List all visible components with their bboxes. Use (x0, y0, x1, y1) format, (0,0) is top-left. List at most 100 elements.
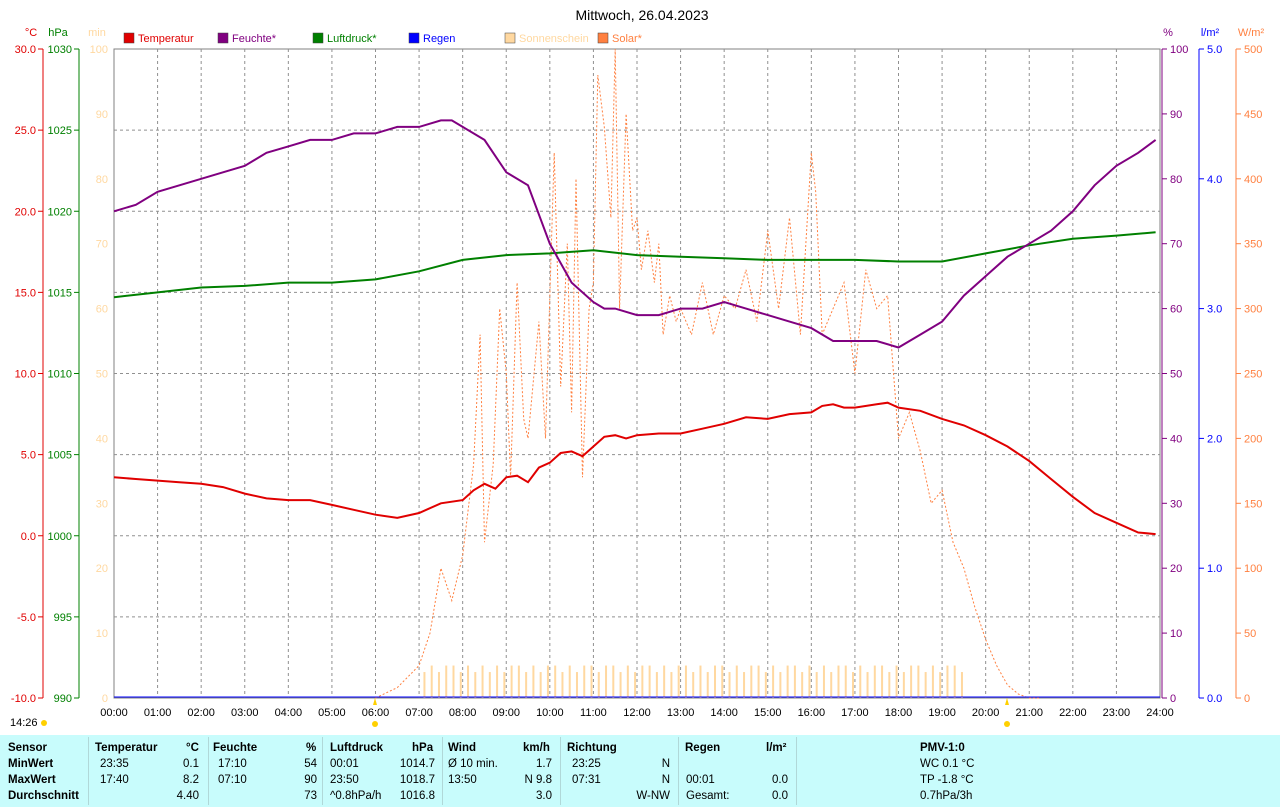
current-time-dot (41, 720, 47, 726)
stats-divider (796, 737, 797, 805)
sunshine-bar (895, 665, 898, 698)
sunshine-bar (561, 672, 564, 698)
stats-header-temp-unit: °C (186, 742, 199, 754)
sunshine-bar (648, 665, 651, 698)
sunshine-bar (467, 665, 470, 698)
x-tick-label: 19:00 (928, 707, 956, 719)
stats-cell-feuchte-val: 90 (304, 774, 317, 786)
rain-tick-label: 1.0 (1207, 563, 1222, 575)
humidity-tick-label: 50 (1170, 369, 1182, 381)
sunshine-bar (757, 665, 760, 698)
stats-divider (88, 737, 89, 805)
x-tick-label: 12:00 (623, 707, 651, 719)
sunshine-bar (721, 665, 724, 698)
sunshine-tick-label: 70 (96, 239, 108, 251)
sunshine-bar (881, 665, 884, 698)
sunshine-bar (931, 665, 934, 698)
sunshine-bar (474, 672, 477, 698)
x-tick-label: 21:00 (1015, 707, 1043, 719)
solar-tick-label: 50 (1244, 628, 1256, 640)
stats-header-luftdruck: Luftdruck (330, 742, 384, 754)
x-tick-label: 23:00 (1103, 707, 1131, 719)
sunshine-bar (488, 672, 491, 698)
x-tick-label: 17:00 (841, 707, 869, 719)
stats-cell-label: MaxWert (8, 774, 56, 786)
legend-swatch (504, 32, 516, 44)
sunshine-tick-label: 50 (96, 369, 108, 381)
legend-swatch (408, 32, 420, 44)
solar-tick-label: 350 (1244, 239, 1262, 251)
x-tick-label: 16:00 (798, 707, 826, 719)
chart-title: Mittwoch, 26.04.2023 (575, 7, 708, 23)
sunshine-bar (830, 672, 833, 698)
pressure-tick-label: 1000 (48, 531, 72, 543)
solar-tick-label: 100 (1244, 563, 1262, 575)
stats-cell-feuchte-val: 54 (304, 758, 317, 770)
legend-label: Solar* (612, 33, 643, 45)
x-tick-label: 18:00 (885, 707, 913, 719)
legend-swatch (217, 32, 229, 44)
temperature-line (113, 401, 1156, 536)
x-tick-label: 05:00 (318, 707, 346, 719)
solar-tick-label: 200 (1244, 433, 1262, 445)
sunshine-tick-label: 20 (96, 563, 108, 575)
sunshine-bars (423, 665, 963, 698)
sunshine-tick-label: 90 (96, 109, 108, 121)
x-tick-label: 07:00 (405, 707, 433, 719)
x-tick-label: 15:00 (754, 707, 782, 719)
stats-cell-druck-time: ^0.8hPa/h (330, 790, 382, 802)
temp-tick-label: -10.0 (11, 693, 36, 705)
solar-tick-label: 300 (1244, 304, 1262, 316)
x-tick-label: 11:00 (580, 707, 607, 719)
chart-axes: 00:00 01:00 02:00 03:00 04:00 05:00 06:00 07:00… (11, 27, 1264, 727)
sunrise-dot (372, 721, 378, 727)
legend-swatch (123, 32, 135, 44)
x-tick-label: 20:00 (972, 707, 1000, 719)
stats-cell-regen-time: 00:01 (686, 774, 715, 786)
sunshine-bar (554, 665, 557, 698)
sunshine-bar (917, 665, 920, 698)
pressure-tick-label: 1010 (48, 369, 72, 381)
humidity-tick-label: 30 (1170, 498, 1182, 510)
pressure-tick-label: 990 (54, 693, 72, 705)
stats-divider (678, 737, 679, 805)
x-tick-label: 04:00 (275, 707, 303, 719)
x-tick-label: 10:00 (536, 707, 564, 719)
sunshine-tick-label: 40 (96, 433, 108, 445)
sunshine-bar (481, 665, 484, 698)
stats-cell-richtung-val: W-NW (636, 790, 670, 802)
sunset-marker (1005, 698, 1009, 705)
x-tick-label: 06:00 (362, 707, 390, 719)
sunshine-bar (597, 672, 600, 698)
stats-cell-druck-val: 1016.8 (399, 790, 435, 802)
stats-cell-pmv: 0.7hPa/3h (920, 790, 973, 802)
solar-tick-label: 150 (1244, 498, 1262, 510)
sunshine-bar (815, 672, 818, 698)
solar-tick-label: 450 (1244, 109, 1262, 121)
stats-header-richtung: Richtung (567, 742, 617, 754)
stats-cell-feuchte-time: 17:10 (218, 758, 247, 770)
stats-cell-wind-label: Ø 10 min. (448, 758, 498, 770)
stats-divider (560, 737, 561, 805)
sunshine-bar (822, 665, 825, 698)
x-tick-label: 02:00 (187, 707, 215, 719)
rain-tick-label: 0.0 (1207, 693, 1222, 705)
sunshine-tick-label: 0 (102, 693, 108, 705)
sunshine-bar (583, 665, 586, 698)
humidity-tick-label: 60 (1170, 304, 1182, 316)
humidity-tick-label: 0 (1170, 693, 1176, 705)
stats-cell-wind-val: 1.7 (536, 758, 552, 770)
stats-cell-regen-val: 0.0 (772, 774, 788, 786)
rain-tick-label: 2.0 (1207, 433, 1222, 445)
sunshine-bar (764, 672, 767, 698)
temp-tick-label: 20.0 (15, 206, 36, 218)
sunshine-bar (750, 665, 753, 698)
temp-tick-label: 15.0 (15, 287, 36, 299)
temp-tick-label: -5.0 (17, 612, 36, 624)
sunshine-bar (641, 665, 644, 698)
sunshine-bar (902, 672, 905, 698)
sunshine-bar (496, 665, 499, 698)
x-tick-label: 14:00 (710, 707, 738, 719)
stats-cell-label: MinWert (8, 758, 54, 770)
pressure-tick-label: 1020 (48, 206, 72, 218)
